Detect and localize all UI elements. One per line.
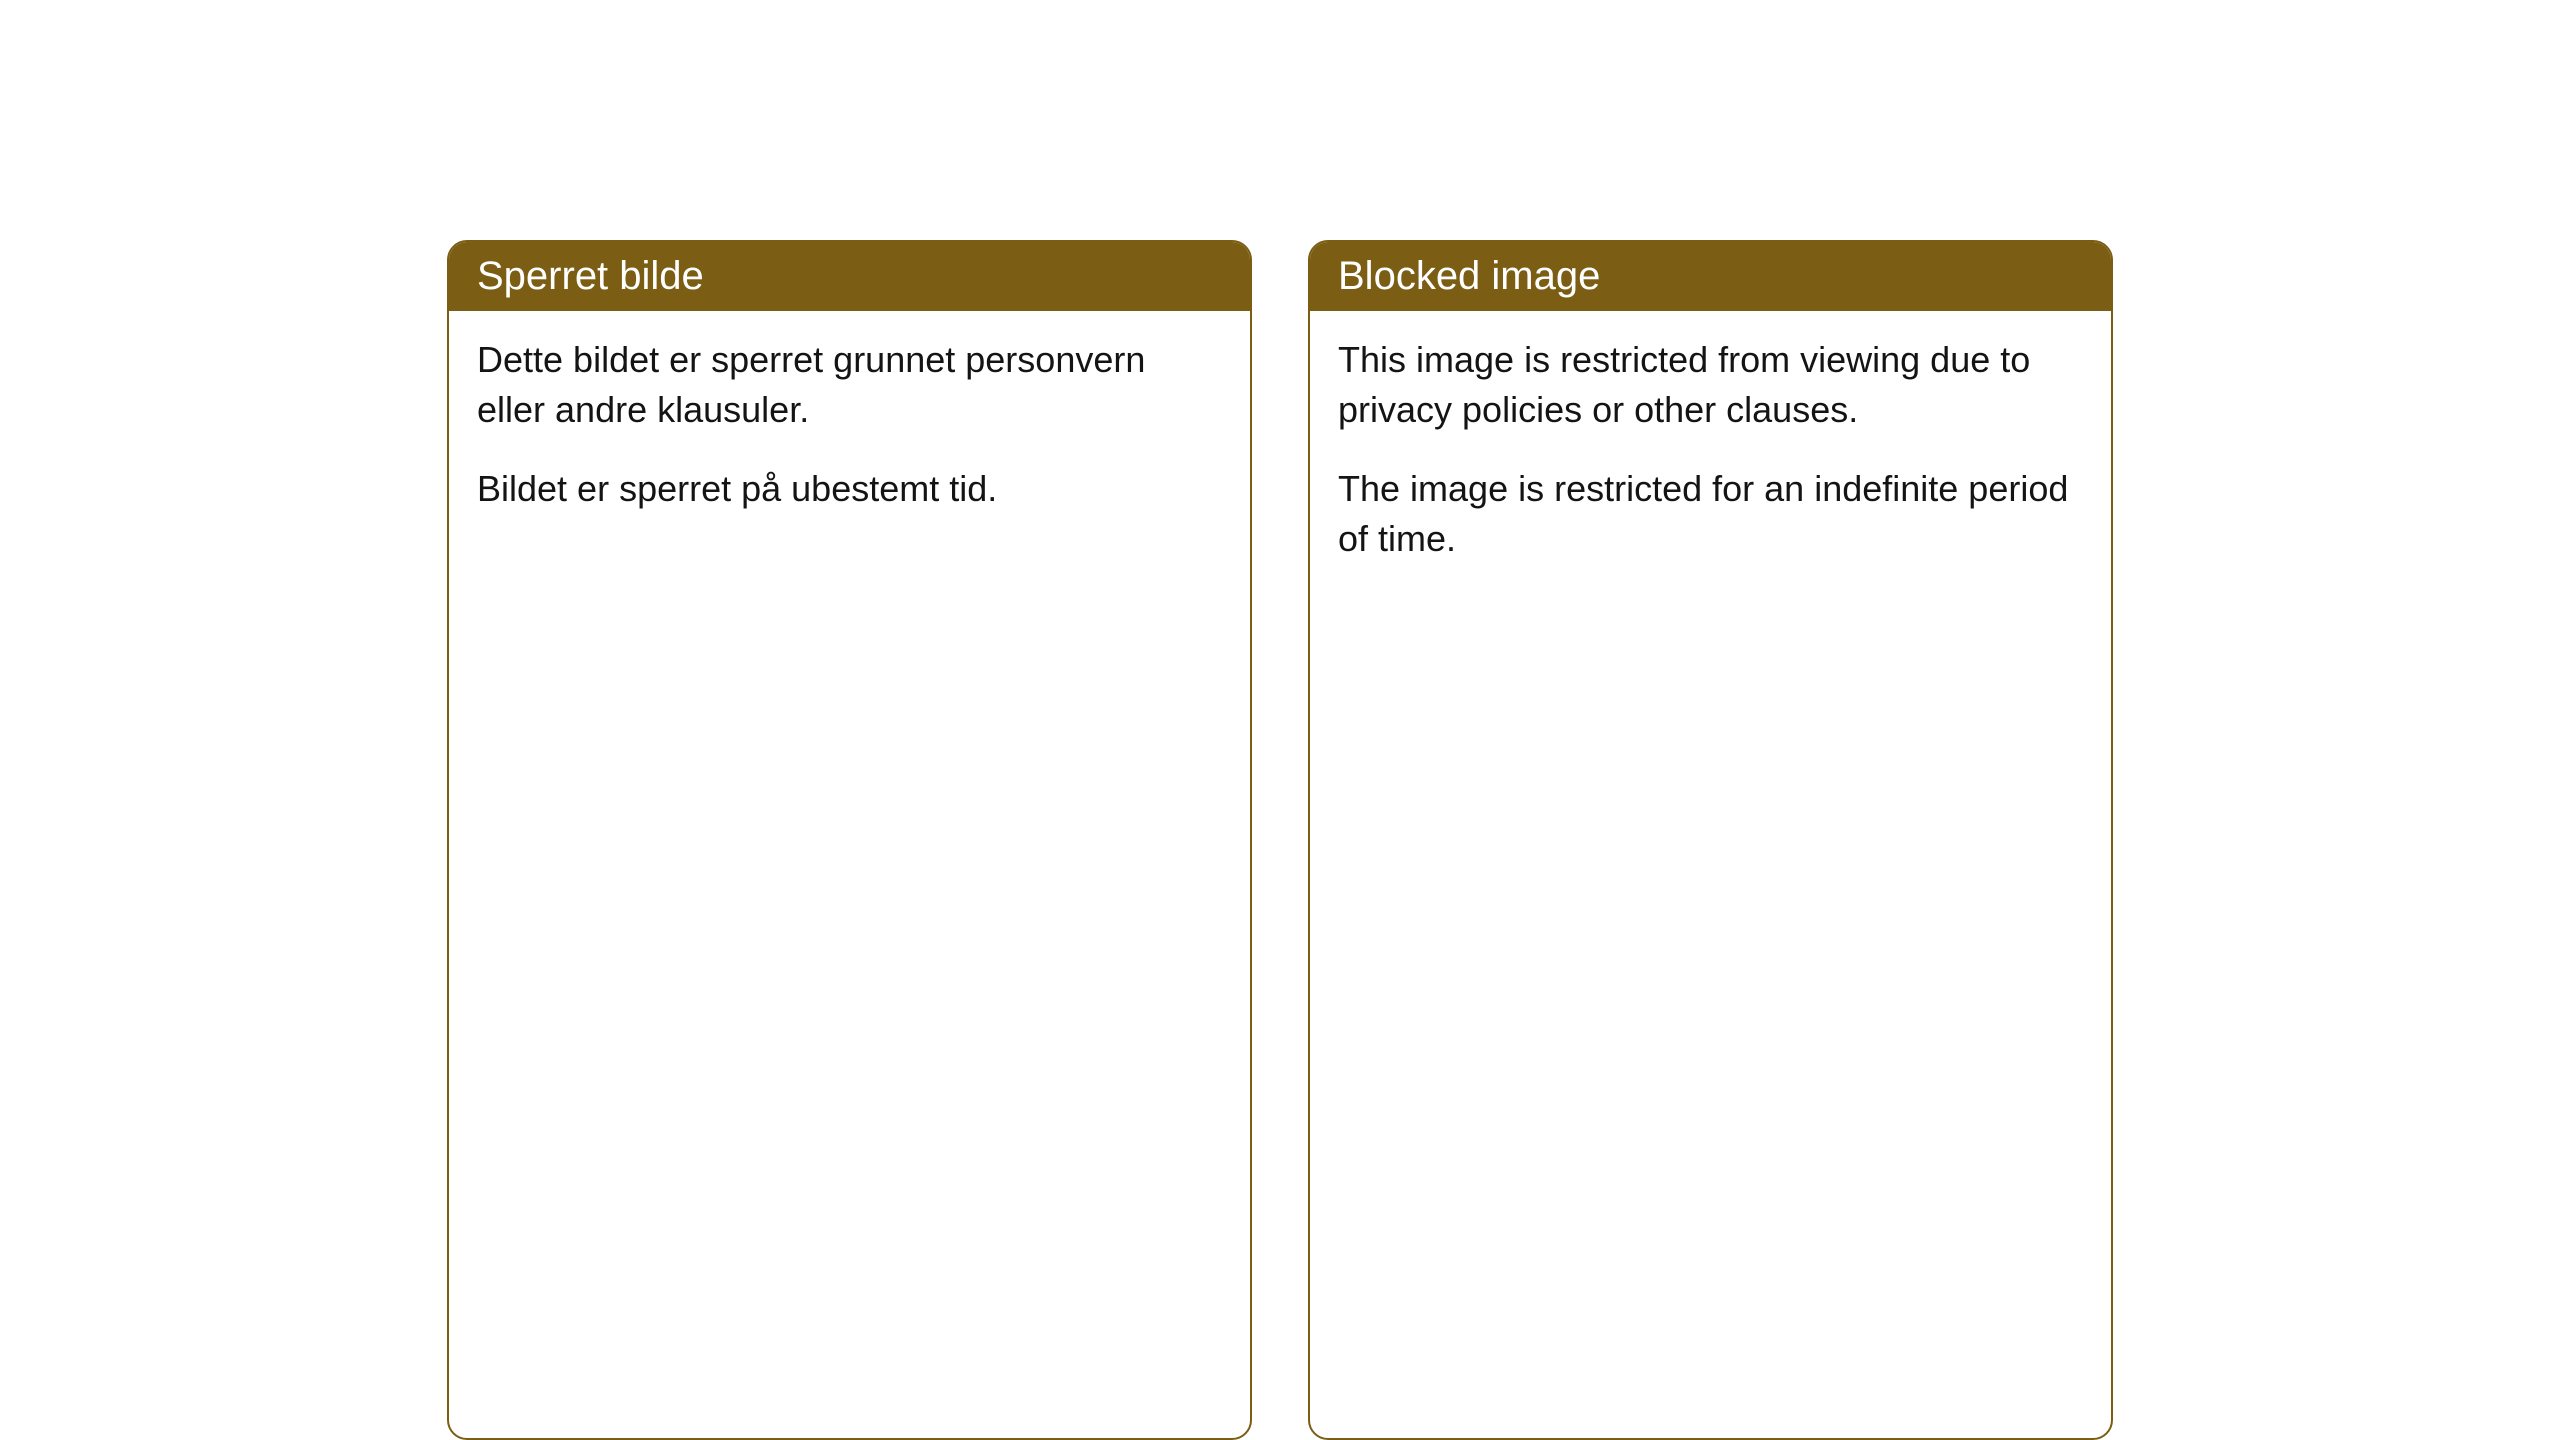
notice-paragraph: Dette bildet er sperret grunnet personve… [477,335,1222,436]
notice-body: Dette bildet er sperret grunnet personve… [449,311,1250,550]
notice-body: This image is restricted from viewing du… [1310,311,2111,601]
notice-header: Blocked image [1310,242,2111,311]
notice-paragraph: Bildet er sperret på ubestemt tid. [477,464,1222,514]
notice-card-norwegian: Sperret bilde Dette bildet er sperret gr… [447,240,1252,1440]
notice-paragraph: The image is restricted for an indefinit… [1338,464,2083,565]
notice-paragraph: This image is restricted from viewing du… [1338,335,2083,436]
notice-card-english: Blocked image This image is restricted f… [1308,240,2113,1440]
notice-header: Sperret bilde [449,242,1250,311]
notice-cards-container: Sperret bilde Dette bildet er sperret gr… [447,240,2113,1440]
